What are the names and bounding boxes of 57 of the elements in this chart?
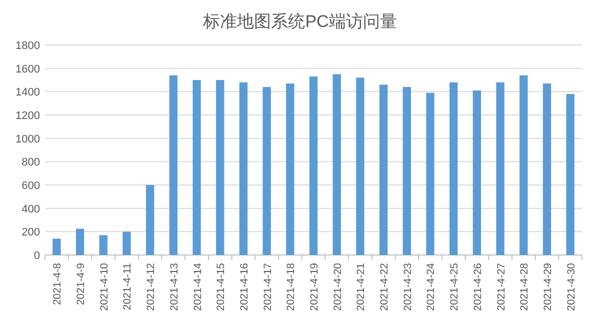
x-tick-label: 2021-4-13 [168, 262, 180, 311]
x-tick-label: 2021-4-9 [75, 262, 88, 306]
y-tick-label: 600 [22, 180, 40, 192]
x-tick-label: 2021-4-24 [425, 262, 438, 311]
bar [146, 185, 154, 255]
y-tick-label: 1800 [16, 40, 40, 52]
x-tick-label: 2021-4-10 [98, 262, 110, 311]
bar [286, 84, 294, 255]
bar [216, 80, 224, 255]
bar [542, 84, 552, 255]
x-tick-label: 2021-4-25 [448, 262, 461, 311]
x-tick-label: 2021-4-16 [238, 262, 250, 311]
bar [52, 238, 61, 255]
bar [239, 82, 248, 255]
bar [566, 94, 574, 255]
x-tick-label: 2021-4-12 [145, 262, 158, 311]
y-tick-label: 0 [34, 250, 40, 262]
x-tick-label: 2021-4-21 [355, 262, 368, 311]
x-tick-label: 2021-4-11 [122, 262, 134, 310]
x-tick-label: 2021-4-29 [542, 262, 554, 311]
x-tick-label: 2021-4-26 [472, 262, 484, 311]
x-tick-label: 2021-4-14 [192, 262, 204, 311]
y-tick-label: 1000 [16, 133, 40, 146]
bar [402, 87, 411, 255]
y-tick-label: 1400 [16, 86, 40, 99]
y-tick-label: 800 [22, 156, 40, 169]
bar [472, 90, 482, 255]
y-tick-label: 1600 [16, 63, 40, 76]
bar [332, 74, 341, 255]
bar [356, 78, 364, 255]
x-tick-label: 2021-4-28 [518, 262, 531, 311]
y-tick-label: 1200 [16, 110, 40, 122]
x-tick-label: 2021-4-30 [565, 262, 578, 311]
bar [122, 232, 131, 255]
bar [76, 228, 84, 255]
x-tick-label: 2021-4-18 [285, 262, 298, 311]
bar [520, 75, 528, 255]
bar [450, 82, 458, 255]
bar [309, 76, 318, 255]
x-tick-label: 2021-4-19 [308, 262, 320, 311]
bar [496, 82, 504, 255]
bar [192, 80, 201, 255]
bar [99, 235, 108, 255]
x-tick-label: 2021-4-20 [332, 262, 344, 311]
x-tick-label: 2021-4-15 [215, 262, 228, 311]
y-tick-label: 200 [22, 226, 40, 239]
x-tick-label: 2021-4-8 [52, 262, 64, 306]
x-tick-label: 2021-4-23 [402, 262, 414, 311]
chart-title: 标准地图系统PC端访问量 [202, 12, 397, 31]
x-tick-label: 2021-4-17 [262, 262, 274, 311]
bar [426, 92, 434, 255]
y-tick-label: 400 [22, 203, 40, 216]
x-tick-label: 2021-4-27 [495, 262, 508, 311]
x-tick-label: 2021-4-22 [378, 262, 391, 311]
bar [379, 84, 388, 255]
bar [169, 75, 178, 255]
bar [262, 87, 271, 255]
